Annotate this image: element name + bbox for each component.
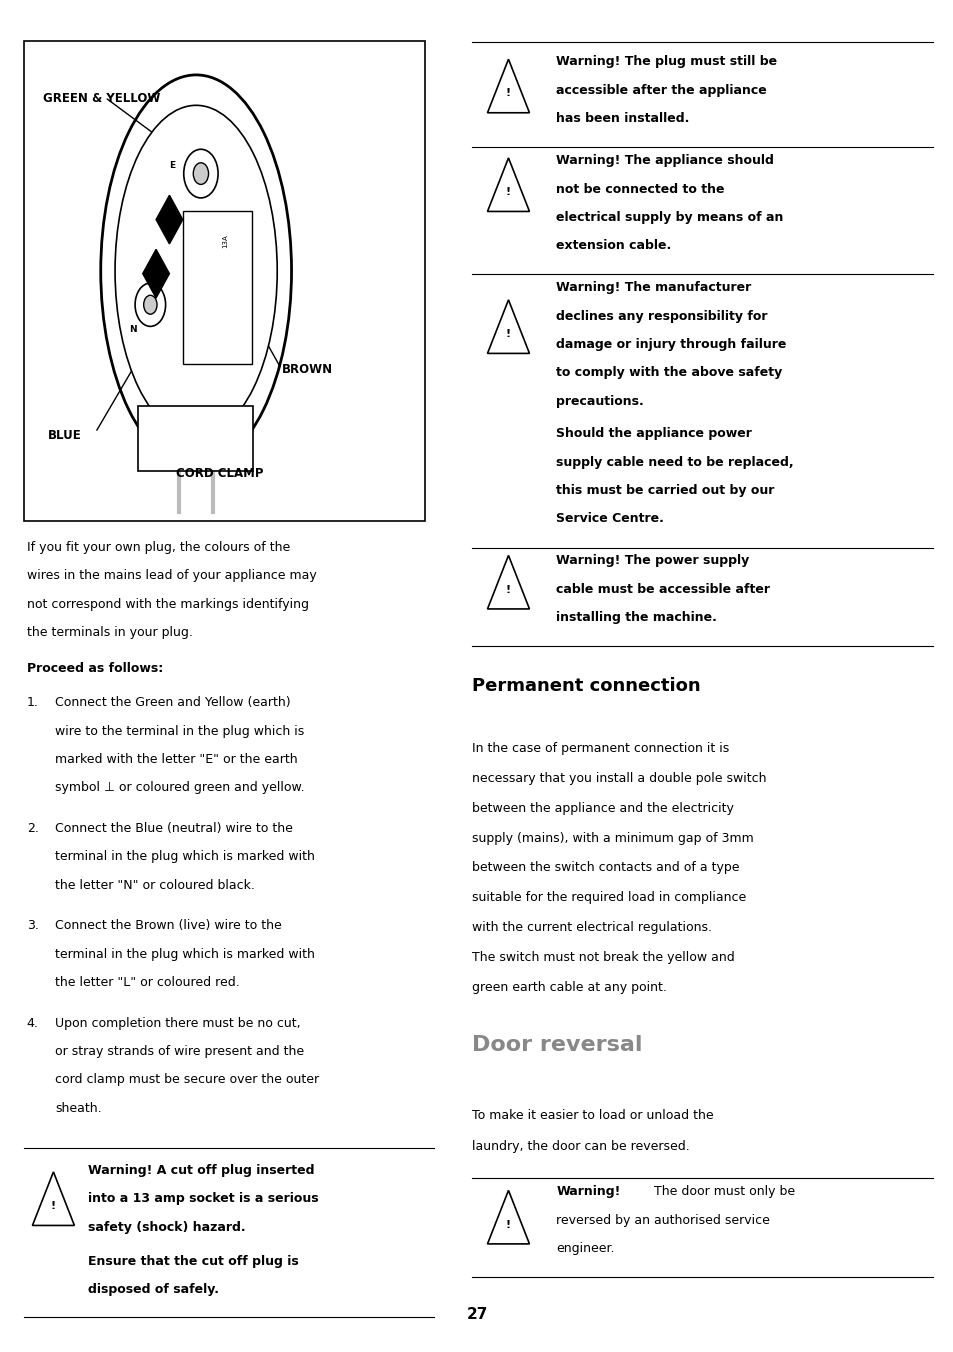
Text: The door must only be: The door must only be [649,1186,794,1198]
Text: between the switch contacts and of a type: between the switch contacts and of a typ… [472,861,739,875]
Text: not be connected to the: not be connected to the [556,183,724,196]
Text: precautions.: precautions. [556,395,643,408]
Text: into a 13 amp socket is a serious: into a 13 amp socket is a serious [88,1192,318,1206]
Text: GREEN & YELLOW: GREEN & YELLOW [43,92,160,105]
Text: marked with the letter "E" or the earth: marked with the letter "E" or the earth [55,753,297,767]
Text: Permanent connection: Permanent connection [472,677,700,695]
Text: with the current electrical regulations.: with the current electrical regulations. [472,921,712,934]
Text: disposed of safely.: disposed of safely. [88,1283,218,1297]
Text: Door reversal: Door reversal [472,1034,642,1055]
Text: laundry, the door can be reversed.: laundry, the door can be reversed. [472,1141,689,1153]
Text: damage or injury through failure: damage or injury through failure [556,338,785,352]
Text: BROWN: BROWN [281,362,333,376]
Text: supply cable need to be replaced,: supply cable need to be replaced, [556,456,793,469]
Text: Warning! The appliance should: Warning! The appliance should [556,154,773,168]
Text: !: ! [505,187,511,197]
Text: Ensure that the cut off plug is: Ensure that the cut off plug is [88,1255,298,1268]
Text: between the appliance and the electricity: between the appliance and the electricit… [472,802,734,815]
Text: BLUE: BLUE [48,429,81,442]
Text: terminal in the plug which is marked with: terminal in the plug which is marked wit… [55,850,314,864]
Text: electrical supply by means of an: electrical supply by means of an [556,211,782,224]
Text: cable must be accessible after: cable must be accessible after [556,583,769,596]
Text: the letter "L" or coloured red.: the letter "L" or coloured red. [55,976,240,990]
Text: Proceed as follows:: Proceed as follows: [27,662,163,676]
Text: Upon completion there must be no cut,: Upon completion there must be no cut, [55,1017,300,1030]
Text: not correspond with the markings identifying: not correspond with the markings identif… [27,598,309,611]
Text: If you fit your own plug, the colours of the: If you fit your own plug, the colours of… [27,541,290,554]
Text: Warning!: Warning! [556,1186,619,1198]
FancyBboxPatch shape [24,41,424,521]
Text: !: ! [505,88,511,99]
Text: Should the appliance power: Should the appliance power [556,427,751,441]
Text: The switch must not break the yellow and: The switch must not break the yellow and [472,950,734,964]
Text: 13A: 13A [221,234,228,247]
Text: sheath.: sheath. [55,1102,102,1115]
Text: 4.: 4. [27,1017,38,1030]
Text: symbol ⊥ or coloured green and yellow.: symbol ⊥ or coloured green and yellow. [55,781,305,795]
Text: Warning! A cut off plug inserted: Warning! A cut off plug inserted [88,1164,314,1178]
Text: extension cable.: extension cable. [556,239,671,253]
Text: the letter "N" or coloured black.: the letter "N" or coloured black. [55,879,255,892]
Text: Connect the Green and Yellow (earth): Connect the Green and Yellow (earth) [55,696,291,710]
Text: 2.: 2. [27,822,38,836]
Text: !: ! [51,1201,56,1211]
Text: installing the machine.: installing the machine. [556,611,717,625]
Text: green earth cable at any point.: green earth cable at any point. [472,980,666,994]
Ellipse shape [101,74,292,466]
Text: suitable for the required load in compliance: suitable for the required load in compli… [472,891,745,904]
Polygon shape [143,249,170,297]
Text: cord clamp must be secure over the outer: cord clamp must be secure over the outer [55,1073,319,1087]
Text: Warning! The power supply: Warning! The power supply [556,554,749,568]
Text: supply (mains), with a minimum gap of 3mm: supply (mains), with a minimum gap of 3m… [472,831,753,845]
Text: E: E [169,161,175,170]
Circle shape [184,149,218,197]
Text: 27: 27 [466,1307,487,1322]
Text: wire to the terminal in the plug which is: wire to the terminal in the plug which i… [55,725,304,738]
Text: accessible after the appliance: accessible after the appliance [556,84,766,97]
FancyBboxPatch shape [183,211,253,364]
Text: 1.: 1. [27,696,38,710]
Text: !: ! [505,329,511,339]
Text: the terminals in your plug.: the terminals in your plug. [27,626,193,639]
Text: to comply with the above safety: to comply with the above safety [556,366,781,380]
Text: or stray strands of wire present and the: or stray strands of wire present and the [55,1045,304,1059]
Text: In the case of permanent connection it is: In the case of permanent connection it i… [472,742,729,756]
FancyBboxPatch shape [138,406,253,470]
Text: N: N [130,324,137,334]
Text: Connect the Brown (live) wire to the: Connect the Brown (live) wire to the [55,919,282,933]
Text: wires in the mains lead of your appliance may: wires in the mains lead of your applianc… [27,569,316,583]
Text: engineer.: engineer. [556,1242,614,1255]
Text: Connect the Blue (neutral) wire to the: Connect the Blue (neutral) wire to the [55,822,293,836]
Ellipse shape [115,105,277,437]
Text: has been installed.: has been installed. [556,112,689,126]
Text: CORD CLAMP: CORD CLAMP [176,466,264,480]
Text: this must be carried out by our: this must be carried out by our [556,484,774,498]
Text: 3.: 3. [27,919,38,933]
Text: !: ! [505,584,511,595]
Circle shape [135,283,166,326]
Text: declines any responsibility for: declines any responsibility for [556,310,767,323]
Text: necessary that you install a double pole switch: necessary that you install a double pole… [472,772,766,786]
Text: Warning! The manufacturer: Warning! The manufacturer [556,281,751,295]
Circle shape [144,295,157,314]
Text: Service Centre.: Service Centre. [556,512,663,526]
Text: Warning! The plug must still be: Warning! The plug must still be [556,55,777,69]
Polygon shape [156,195,183,243]
Text: !: ! [505,1220,511,1229]
Text: reversed by an authorised service: reversed by an authorised service [556,1214,769,1226]
Circle shape [193,162,209,184]
Text: safety (shock) hazard.: safety (shock) hazard. [88,1221,245,1234]
Text: terminal in the plug which is marked with: terminal in the plug which is marked wit… [55,948,314,961]
Text: To make it easier to load or unload the: To make it easier to load or unload the [472,1109,713,1122]
